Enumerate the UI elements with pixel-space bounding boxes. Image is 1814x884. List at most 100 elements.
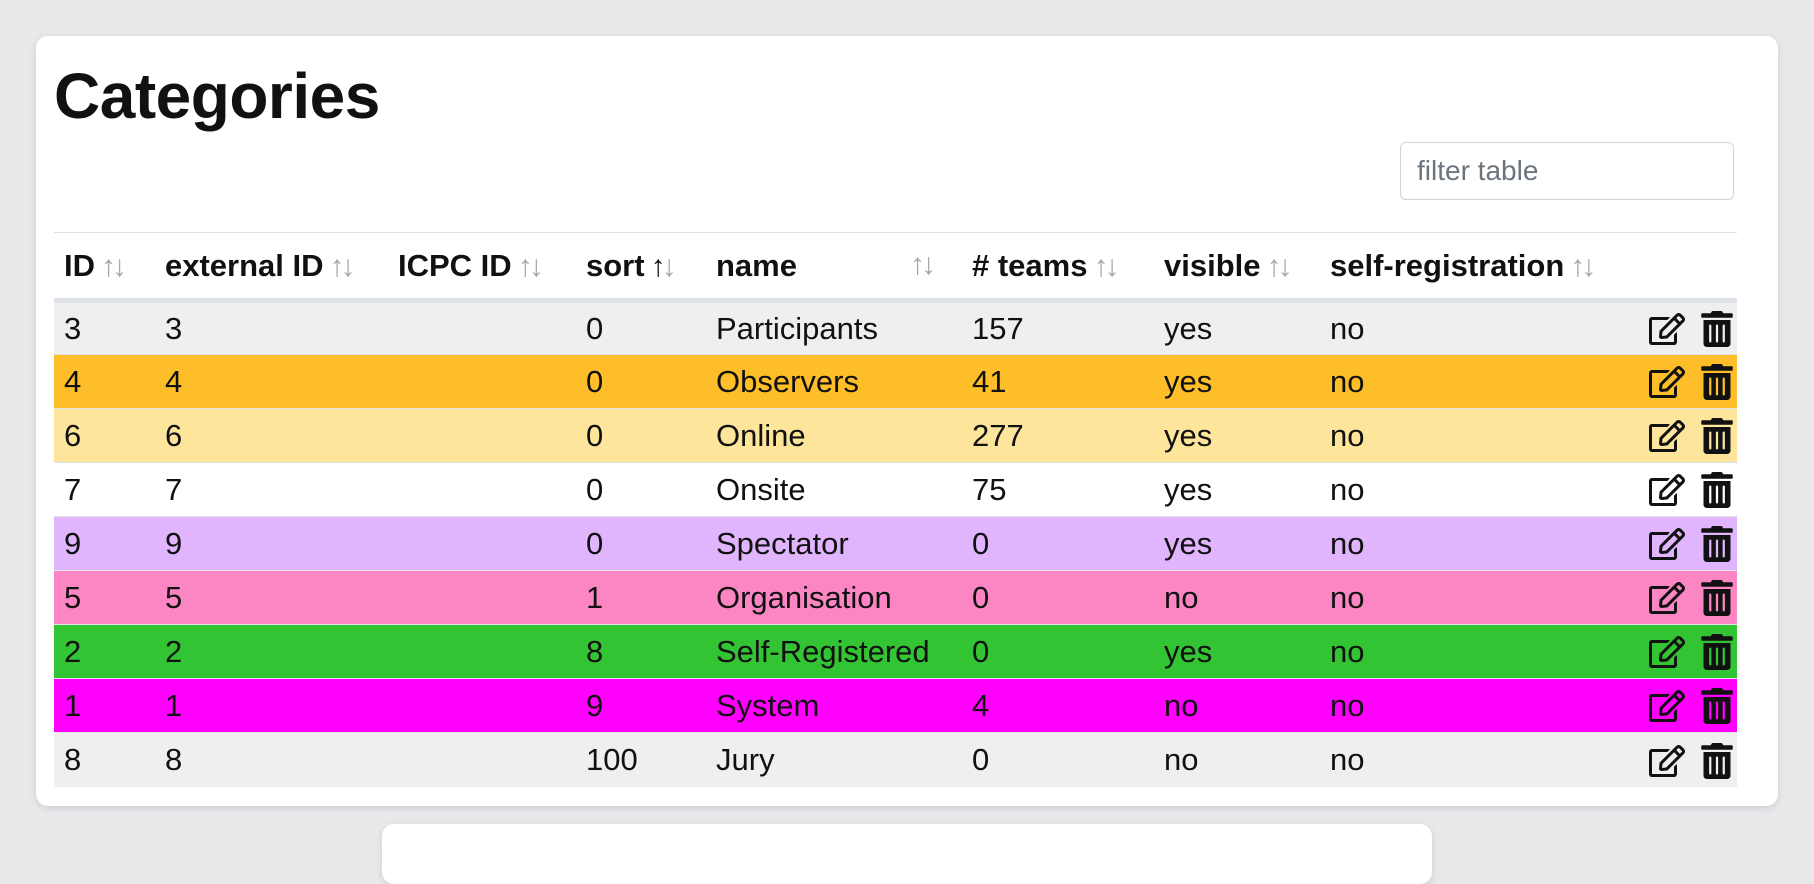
sort-up-arrow-icon: ↑ [101,249,116,283]
cell-icpc-id [388,517,576,571]
table-row[interactable]: 3 3 0 Participants 157 yes no [54,300,1737,355]
column-header-label: name [716,247,797,283]
cell-external-id: 1 [165,687,183,723]
table-row[interactable]: 6 6 0 Online 277 yes no [54,408,1737,463]
edit-icon[interactable] [1649,580,1685,616]
sort-arrows-icon[interactable]: ↑↓ [910,248,936,282]
cell-teams: 41 [972,363,1007,399]
trash-icon[interactable] [1699,472,1735,509]
cell-icpc-id [388,409,576,463]
cell-name: Jury [716,741,775,777]
edit-icon[interactable] [1649,634,1685,670]
cell-id: 8 [64,741,82,777]
table-row[interactable]: 7 7 0 Onsite 75 yes no [54,462,1737,517]
sort-down-arrow-icon: ↓ [1104,249,1119,283]
trash-icon[interactable] [1699,634,1735,671]
column-header-visible[interactable]: visible ↑↓ [1154,233,1320,301]
cell-actions [1625,409,1737,463]
cell-self-registration: no [1330,579,1365,615]
column-header-name[interactable]: name ↑↓ [706,233,962,301]
edit-icon[interactable] [1649,526,1685,562]
cell-teams: 0 [972,579,990,615]
cell-self-registration: no [1330,633,1365,669]
cell-sort: 0 [586,363,604,399]
cell-name: Self-Registered [716,633,930,669]
filter-table-input[interactable] [1400,142,1734,200]
cell-name: Participants [716,310,878,346]
cell-actions [1625,733,1737,787]
table-row[interactable]: 8 8 100 Jury 0 no no [54,732,1737,787]
table-row[interactable]: 2 2 8 Self-Registered 0 yes no [54,624,1737,679]
table-row[interactable]: 1 1 9 System 4 no no [54,678,1737,733]
cell-teams: 157 [972,310,1024,346]
trash-icon[interactable] [1699,580,1735,617]
cell-visible: yes [1164,525,1213,561]
column-header-label: # teams [972,247,1088,283]
edit-icon[interactable] [1649,743,1685,779]
table-row[interactable]: 9 9 0 Spectator 0 yes no [54,516,1737,571]
cell-icpc-id [388,301,576,355]
table-row[interactable]: 5 5 1 Organisation 0 no no [54,570,1737,625]
cell-actions [1625,625,1737,679]
cell-sort: 100 [586,741,638,777]
sort-up-arrow-icon: ↑ [1266,249,1282,283]
cell-id: 6 [64,417,82,453]
cell-actions [1625,463,1737,517]
cell-self-registration: no [1330,471,1365,507]
cell-self-registration: no [1330,363,1365,399]
cell-teams: 4 [972,687,990,723]
cell-external-id: 2 [165,633,183,669]
sort-arrows-icon[interactable]: ↑↓ [101,249,127,284]
sort-arrows-icon[interactable]: ↑↓ [1570,249,1596,284]
cell-visible: no [1164,579,1199,615]
column-header-icpc-id[interactable]: ICPC ID ↑↓ [388,233,576,301]
edit-icon[interactable] [1649,418,1685,454]
sort-down-arrow-icon: ↓ [1277,249,1293,283]
cell-teams: 0 [972,525,990,561]
cell-name: System [716,687,820,723]
cell-self-registration: no [1330,417,1365,453]
sort-arrows-icon[interactable]: ↑↓ [651,250,677,284]
cell-teams: 0 [972,741,990,777]
sort-arrows-icon[interactable]: ↑↓ [1093,249,1119,284]
edit-icon[interactable] [1649,688,1685,724]
next-card-edge [382,824,1432,884]
sort-arrows-icon[interactable]: ↑↓ [518,250,544,284]
column-header-label: self-registration [1330,247,1565,283]
column-header-external-id[interactable]: external ID ↑↓ [155,233,388,301]
cell-icpc-id [388,625,576,679]
cell-external-id: 4 [165,363,183,399]
column-header-label: external ID [165,247,324,283]
column-header-self-registration[interactable]: self-registration ↑↓ [1320,233,1625,301]
cell-id: 3 [64,310,82,346]
sort-arrows-icon[interactable]: ↑↓ [330,249,356,284]
sort-arrows-icon[interactable]: ↑↓ [1266,249,1293,284]
trash-icon[interactable] [1699,688,1735,725]
table-body: 3 3 0 Participants 157 yes no 4 4 0 Observers 41 yes… [54,300,1737,787]
trash-icon[interactable] [1699,418,1735,455]
cell-actions [1625,571,1737,625]
edit-icon[interactable] [1649,364,1685,400]
sort-down-arrow-icon: ↓ [340,249,356,283]
cell-visible: yes [1164,417,1213,453]
trash-icon[interactable] [1699,311,1735,348]
trash-icon[interactable] [1699,742,1735,779]
cell-self-registration: no [1330,741,1365,777]
cell-visible: yes [1164,633,1213,669]
categories-table: ID ↑↓ external ID ↑↓ ICPC ID ↑↓ sort ↑↓ name ↑↓ # … [54,232,1737,787]
edit-icon[interactable] [1649,472,1685,508]
table-row[interactable]: 4 4 0 Observers 41 yes no [54,354,1737,409]
cell-id: 9 [64,525,82,561]
cell-icpc-id [388,733,576,787]
column-header-teams[interactable]: # teams ↑↓ [962,233,1154,301]
cell-name: Observers [716,363,859,399]
column-header-sort[interactable]: sort ↑↓ [576,233,706,301]
cell-id: 4 [64,363,82,399]
trash-icon[interactable] [1699,364,1735,401]
trash-icon[interactable] [1699,526,1735,563]
cell-sort: 1 [586,579,604,615]
column-header-id[interactable]: ID ↑↓ [54,233,155,301]
cell-actions [1625,355,1737,409]
edit-icon[interactable] [1649,311,1685,347]
sort-down-arrow-icon: ↓ [1581,249,1596,283]
